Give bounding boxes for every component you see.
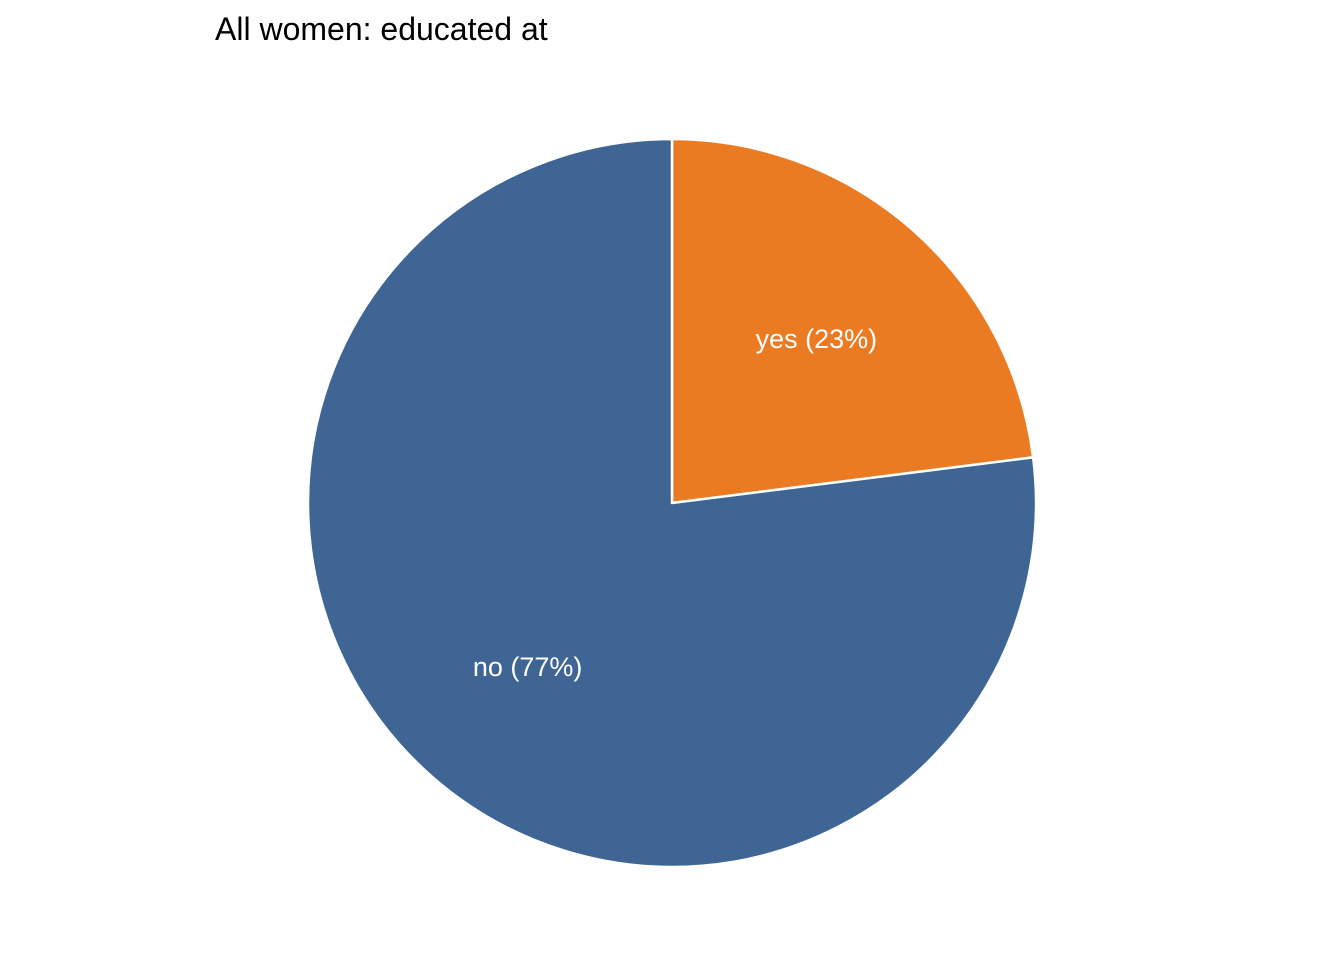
slice-label-no: no (77%) — [473, 652, 583, 682]
pie-labels: yes (23%) no (77%) — [473, 324, 877, 682]
slice-label-yes: yes (23%) — [756, 324, 878, 354]
pie-slice-yes — [670, 137, 1035, 505]
chart-title: All women: educated at — [215, 11, 548, 47]
pie-slice-no — [306, 137, 1038, 869]
pie-slices — [306, 137, 1038, 869]
